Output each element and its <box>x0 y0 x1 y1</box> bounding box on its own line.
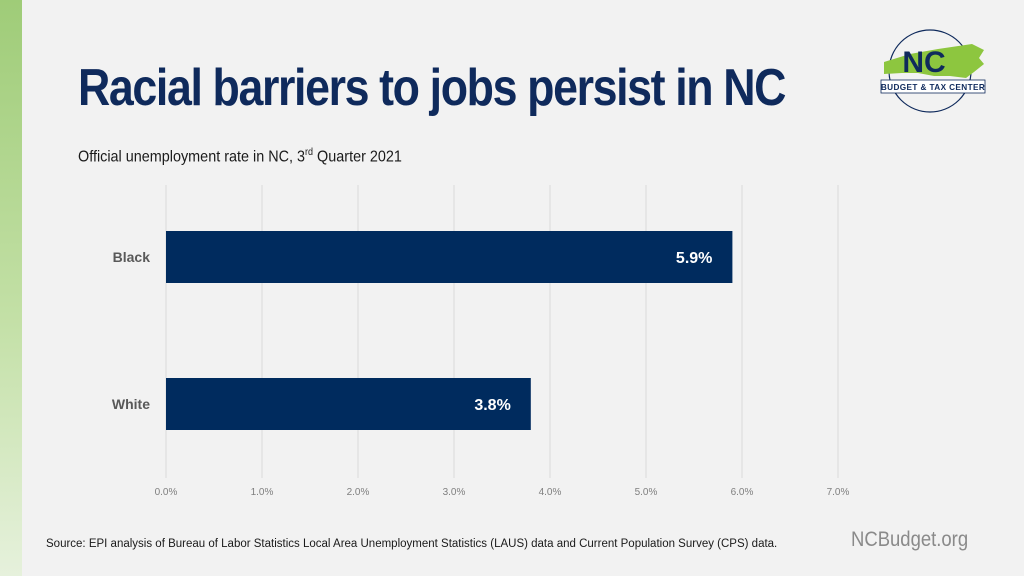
x-tick-label: 5.0% <box>635 487 658 498</box>
x-tick-label: 4.0% <box>539 487 562 498</box>
logo-center-text: BUDGET & TAX CENTER <box>881 83 985 92</box>
website-link[interactable]: NCBudget.org <box>851 528 969 551</box>
page-title: Racial barriers to jobs persist in NC <box>78 59 786 117</box>
category-label: White <box>112 396 150 412</box>
x-tick-label: 0.0% <box>155 487 178 498</box>
bar <box>166 231 733 283</box>
subtitle-text: Official unemployment rate in NC, 3 <box>78 148 306 166</box>
category-label: Black <box>113 249 151 265</box>
chart-subtitle: Official unemployment rate in NC, 3rd Qu… <box>78 147 402 166</box>
chart-gridlines <box>165 185 839 478</box>
chart-category-labels: Black White <box>112 249 150 412</box>
chart-bars: 5.9% 3.8% <box>166 231 733 430</box>
x-tick-label: 7.0% <box>827 487 850 498</box>
subtitle-text-end: Quarter 2021 <box>313 148 402 166</box>
x-tick-label: 1.0% <box>251 487 274 498</box>
subtitle-ordinal-suffix: rd <box>305 147 314 158</box>
bar <box>166 378 531 430</box>
source-note: Source: EPI analysis of Bureau of Labor … <box>46 538 778 550</box>
nc-budget-tax-center-logo: NC BUDGET & TAX CENTER <box>880 29 986 113</box>
side-accent-bar <box>0 0 22 576</box>
logo-nc-text: NC <box>902 46 945 79</box>
nc-state-shape-icon <box>884 44 984 78</box>
chart-x-tick-labels: 0.0% 1.0% 2.0% 3.0% 4.0% 5.0% 6.0% 7.0% <box>155 487 850 498</box>
data-label: 5.9% <box>676 250 712 267</box>
logo-label-box <box>880 79 986 94</box>
x-tick-label: 2.0% <box>347 487 370 498</box>
x-tick-label: 3.0% <box>443 487 466 498</box>
data-label: 3.8% <box>474 397 510 414</box>
x-tick-label: 6.0% <box>731 487 754 498</box>
